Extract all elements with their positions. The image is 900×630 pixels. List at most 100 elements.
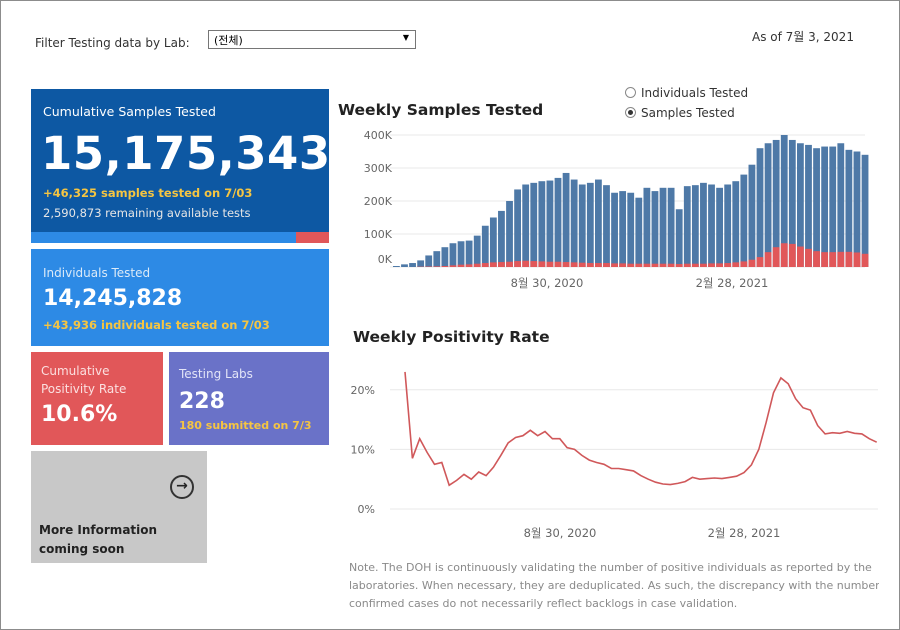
bar-positive (619, 263, 627, 267)
arrow-circle-right-icon[interactable]: → (170, 475, 194, 499)
bar-positive (433, 266, 441, 267)
bar-total (627, 192, 635, 267)
lab-filter-value: (전체) (214, 34, 243, 47)
bar-total (700, 182, 707, 267)
bar-total (845, 149, 853, 267)
chevron-down-icon[interactable]: ▼ (402, 33, 409, 42)
tests-progress-remaining (296, 232, 329, 243)
positivity-line (404, 371, 878, 487)
individuals-tested-card: Individuals Tested 14,245,828 +43,936 in… (31, 249, 329, 346)
bar-positive (489, 262, 497, 267)
bar-positive (570, 262, 578, 267)
bar-positive (498, 262, 505, 267)
bar-positive (675, 264, 683, 267)
bar-total (433, 251, 441, 267)
bar-total (675, 209, 683, 267)
bar-total (853, 151, 861, 267)
bar-total (473, 235, 481, 267)
bar-total (788, 139, 796, 267)
radio-individuals-tested[interactable]: Individuals Tested (625, 86, 748, 100)
bar-total (708, 184, 715, 267)
bar-total (611, 192, 618, 267)
bar-positive (756, 257, 764, 267)
bar-positive (595, 263, 602, 267)
x-tick-label: 2월 28, 2021 (696, 276, 769, 290)
radio-samples-tested[interactable]: Samples Tested (625, 106, 735, 120)
bar-total (683, 186, 691, 267)
bar-total (861, 154, 869, 267)
testing-labs-title: Testing Labs (179, 367, 253, 381)
x-tick-label: 8월 30, 2020 (524, 526, 597, 540)
bar-positive (538, 261, 546, 267)
positivity-rate-value: 10.6% (41, 402, 118, 427)
weekly-positivity-title: Weekly Positivity Rate (353, 328, 550, 346)
bar-total (772, 139, 780, 267)
x-tick-label: 8월 30, 2020 (511, 276, 584, 290)
bar-total (797, 143, 804, 267)
bar-positive (635, 263, 643, 267)
more-info-text: More Information coming soon (39, 523, 158, 556)
bar-positive (611, 263, 618, 267)
lab-filter-select[interactable]: (전체) ▼ (208, 30, 416, 49)
bar-positive (562, 262, 570, 267)
bar-positive (465, 264, 473, 267)
bar-total (764, 143, 772, 267)
y-tick-label: 100K (364, 228, 393, 241)
note-line-2: laboratories. When necessary, they are d… (349, 579, 879, 592)
bar-positive (821, 252, 829, 267)
bar-positive (813, 251, 820, 267)
bar-total (578, 184, 586, 267)
y-tick-label: 0% (358, 503, 375, 516)
bar-total (603, 185, 610, 267)
bar-total (595, 179, 602, 267)
bar-total (586, 182, 594, 267)
radio-checked-icon[interactable] (625, 107, 636, 118)
bar-positive (764, 252, 772, 267)
bar-total (401, 264, 408, 267)
bar-total (506, 201, 513, 267)
bar-positive (578, 262, 586, 267)
bar-total (716, 187, 723, 267)
bar-total (643, 187, 651, 267)
bar-total (441, 247, 449, 267)
weekly-samples-title: Weekly Samples Tested (338, 101, 544, 119)
bar-total (514, 189, 521, 267)
bar-positive (522, 260, 530, 267)
bar-positive (473, 263, 481, 267)
bar-positive (837, 251, 845, 267)
bar-total (813, 148, 820, 267)
bar-total (481, 225, 489, 267)
bar-positive (530, 261, 538, 267)
bar-total (393, 266, 400, 267)
bar-total (457, 241, 465, 267)
bar-total (732, 181, 740, 267)
weekly-positivity-chart: 0% 10% 20% 8월 30, 2020 2월 28, 2021 (351, 371, 878, 540)
cumulative-samples-value: 15,175,343 (41, 127, 331, 180)
bar-positive (554, 261, 562, 267)
bar-positive (708, 263, 715, 267)
bar-total (667, 187, 675, 267)
bar-positive (748, 259, 756, 267)
bar-positive (659, 263, 667, 267)
bar-total (417, 260, 425, 267)
bar-total (465, 240, 473, 267)
bar-positive (780, 243, 788, 267)
bar-total (805, 144, 812, 267)
bar-positive (643, 263, 651, 267)
y-tick-label: 10% (351, 443, 375, 456)
bar-total (691, 185, 699, 267)
labs-submitted: 180 submitted on 7/3 (179, 419, 312, 432)
bar-total (498, 210, 505, 267)
bar-total (821, 146, 829, 267)
bar-positive (441, 266, 449, 267)
weekly-samples-chart: 0K 100K 200K 300K 400K 8월 30, 2020 2월 28, 2021 (364, 129, 869, 290)
y-tick-label: 0K (378, 253, 393, 266)
bar-positive (481, 263, 489, 267)
individuals-tested-title: Individuals Tested (43, 266, 151, 280)
bar-total (724, 184, 732, 267)
bar-total (635, 197, 643, 267)
bar-total (530, 182, 538, 267)
more-info-card[interactable]: → More Information coming soon (31, 451, 207, 563)
radio-unchecked-icon[interactable] (625, 87, 636, 98)
radio-individuals-label: Individuals Tested (641, 86, 749, 100)
